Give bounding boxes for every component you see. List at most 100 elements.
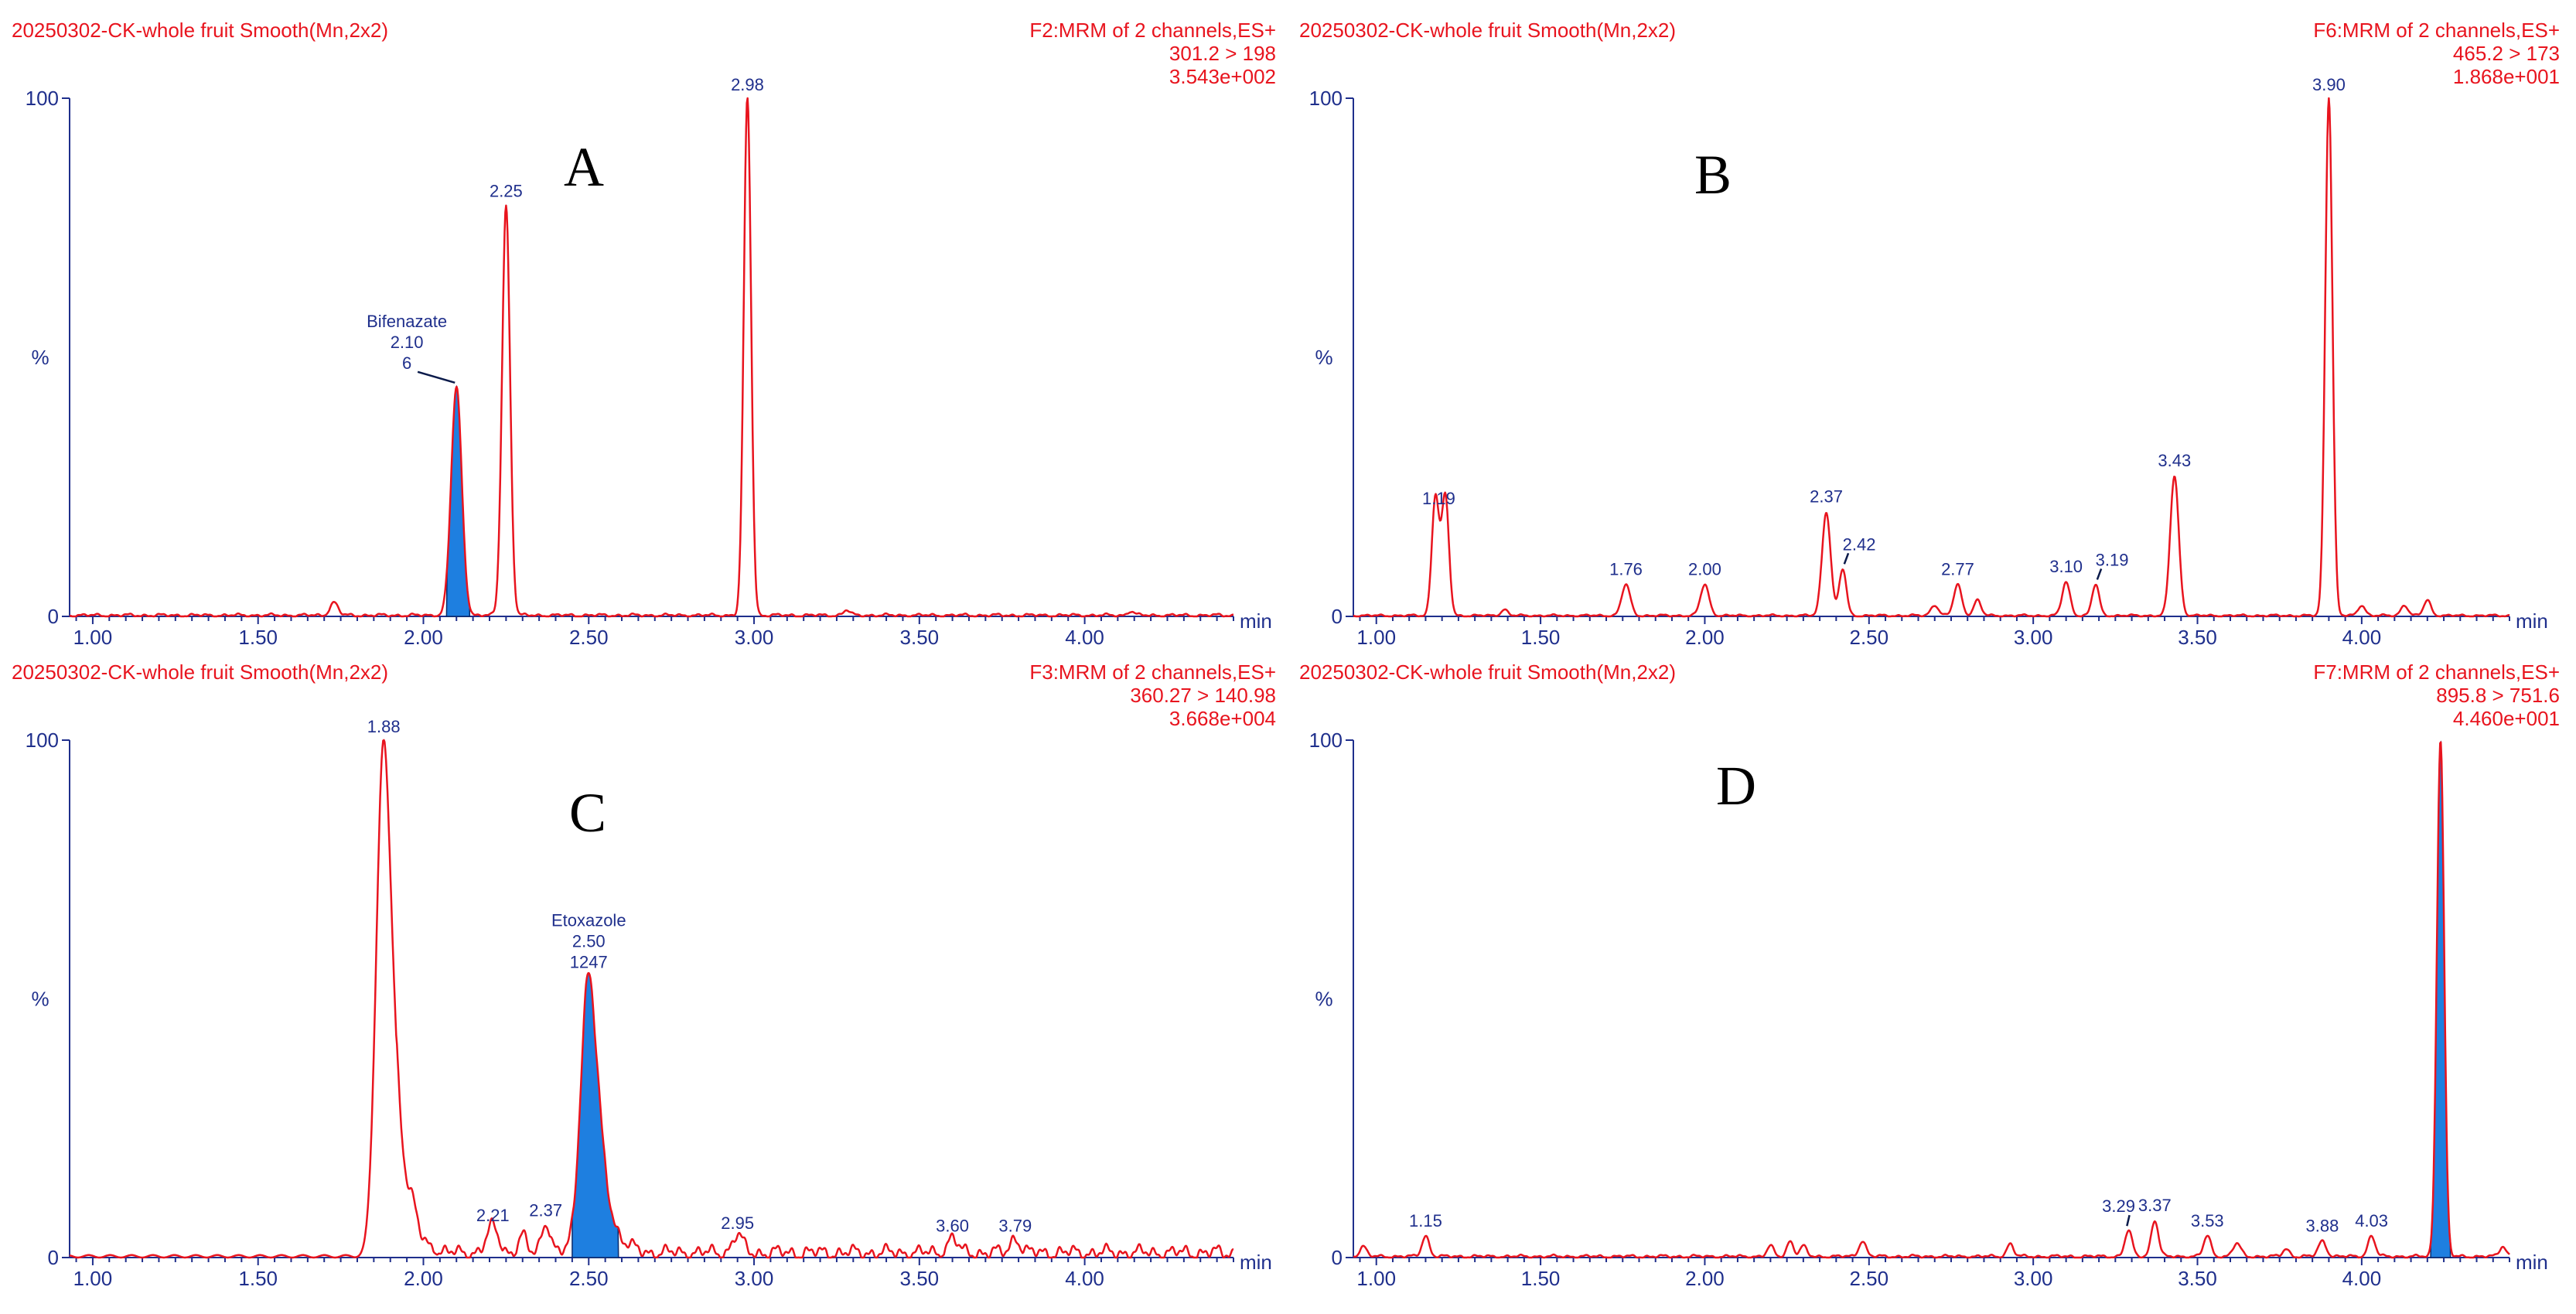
channel-header-line: F6:MRM of 2 channels,ES+ [2313, 19, 2560, 42]
chromatogram-panel-c: 20250302-CK-whole fruit Smooth(Mn,2x2) F3… [12, 660, 1276, 1290]
axis-lines [69, 98, 1233, 617]
peak-label: 3.10 [2049, 557, 2083, 576]
y-tick-label: 100 [1309, 87, 1343, 110]
y-tick-label: 0 [48, 1246, 59, 1269]
peak-label: 2.25 [490, 181, 523, 200]
y-tick-label: 0 [48, 605, 59, 628]
peak-label: 1.19 [1422, 489, 1455, 508]
channel-header-line: 3.543e+002 [1169, 65, 1276, 88]
y-tick-label: 100 [26, 729, 59, 752]
x-tick-label: 4.00 [1065, 626, 1104, 649]
peak-label: 4.03 [2355, 1211, 2388, 1230]
chromatogram-trace [69, 739, 1234, 1259]
x-tick-label: 3.50 [2178, 626, 2217, 649]
peak-label: 1.88 [367, 717, 401, 736]
x-tick-label: 1.00 [1356, 626, 1396, 649]
x-tick-label: 1.00 [73, 1267, 113, 1290]
x-tick-label: 2.00 [404, 626, 443, 649]
x-axis-unit: min [2516, 1251, 2548, 1274]
sample-header: 20250302-CK-whole fruit Smooth(Mn,2x2) [1299, 660, 1676, 684]
peak-label: Bifenazate [367, 312, 447, 331]
channel-header-line: F7:MRM of 2 channels,ES+ [2313, 660, 2560, 684]
x-tick-label: 3.00 [2014, 1267, 2053, 1290]
channel-header-line: 1.868e+001 [2453, 65, 2560, 88]
peak-leader-line [1843, 552, 1850, 565]
x-tick-label: 1.50 [238, 1267, 278, 1290]
peak-label: 2.98 [731, 75, 764, 94]
x-tick-label: 2.50 [569, 626, 609, 649]
peak-label: 2.50 [572, 931, 606, 951]
x-axis-unit: min [1240, 1251, 1272, 1274]
panel-letter: B [1694, 144, 1732, 206]
sample-header: 20250302-CK-whole fruit Smooth(Mn,2x2) [1299, 19, 1676, 42]
y-tick-label: 100 [1309, 729, 1343, 752]
x-tick-label: 4.00 [2342, 626, 2382, 649]
axis-lines [1353, 740, 2509, 1258]
channel-header-line: 895.8 > 751.6 [2436, 684, 2560, 707]
sample-header: 20250302-CK-whole fruit Smooth(Mn,2x2) [12, 660, 388, 684]
x-tick-label: 2.50 [1849, 626, 1888, 649]
chromatogram-trace [69, 97, 1234, 618]
peak-label: 2.95 [721, 1213, 754, 1233]
x-tick-label: 4.00 [1065, 1267, 1104, 1290]
channel-header-line: F2:MRM of 2 channels,ES+ [1029, 19, 1276, 42]
y-tick-label: 0 [1332, 605, 1343, 628]
peak-label: 2.21 [476, 1206, 510, 1225]
peak-label: 2.37 [1810, 487, 1843, 507]
sample-header: 20250302-CK-whole fruit Smooth(Mn,2x2) [12, 19, 388, 42]
chromatogram-trace [1353, 741, 2510, 1259]
peak-label: 3.19 [2096, 550, 2129, 569]
axis-lines [69, 740, 1233, 1258]
peak-label: 6 [402, 353, 411, 373]
peak-label: 2.10 [391, 333, 424, 352]
x-tick-label: 1.00 [1356, 1267, 1396, 1290]
channel-header-line: 465.2 > 173 [2453, 42, 2560, 65]
peak-label: Etoxazole [551, 910, 626, 930]
x-tick-label: 3.00 [735, 626, 774, 649]
channel-header-line: 3.668e+004 [1169, 707, 1276, 730]
peak-label: 3.90 [2312, 75, 2346, 94]
x-tick-label: 1.00 [73, 626, 113, 649]
chromatogram-panel-a: 20250302-CK-whole fruit Smooth(Mn,2x2) F2… [12, 19, 1276, 649]
peak-leader-line [417, 370, 455, 384]
channel-header-line: 301.2 > 198 [1169, 42, 1276, 65]
panel-letter: D [1716, 755, 1756, 817]
y-tick-label: 100 [26, 87, 59, 110]
peak-label: 3.43 [2158, 451, 2191, 470]
peak-label: 2.00 [1688, 559, 1721, 579]
x-tick-label: 3.50 [2178, 1267, 2217, 1290]
peak-leader-line [2126, 1214, 2131, 1227]
peak-label: 2.77 [1941, 559, 1974, 579]
peak-label: 1.76 [1609, 559, 1643, 579]
peak-label: 2.37 [529, 1201, 562, 1220]
y-axis-label: % [31, 988, 49, 1011]
x-tick-label: 3.00 [2014, 626, 2053, 649]
chromatogram-panel-b: 20250302-CK-whole fruit Smooth(Mn,2x2) F6… [1299, 19, 2560, 649]
panel-letter: A [564, 136, 604, 198]
x-tick-label: 2.50 [569, 1267, 609, 1290]
panel-letter: C [569, 782, 606, 844]
peak-label: 3.79 [998, 1217, 1032, 1236]
peak-label: 3.37 [2138, 1196, 2172, 1215]
peak-label: 3.88 [2305, 1217, 2339, 1236]
x-axis-unit: min [1240, 609, 1272, 633]
x-axis-unit: min [2516, 609, 2548, 633]
x-tick-label: 1.50 [1521, 626, 1561, 649]
peak-label: 1.15 [1409, 1211, 1442, 1230]
y-axis-label: % [1315, 346, 1332, 369]
x-tick-label: 4.00 [2342, 1267, 2382, 1290]
y-axis-label: % [1315, 988, 1332, 1011]
y-tick-label: 0 [1332, 1246, 1343, 1269]
x-tick-label: 3.50 [900, 626, 940, 649]
peak-label: 1247 [570, 952, 608, 971]
channel-header-line: 360.27 > 140.98 [1130, 684, 1276, 707]
peak-label: 3.60 [936, 1217, 969, 1236]
x-tick-label: 2.50 [1849, 1267, 1888, 1290]
x-tick-label: 3.50 [900, 1267, 940, 1290]
peak-label: 2.42 [1843, 534, 1876, 554]
chromatogram-trace [1353, 97, 2510, 618]
channel-header-line: F3:MRM of 2 channels,ES+ [1029, 660, 1276, 684]
x-tick-label: 2.00 [1685, 626, 1725, 649]
y-axis-label: % [31, 346, 49, 369]
